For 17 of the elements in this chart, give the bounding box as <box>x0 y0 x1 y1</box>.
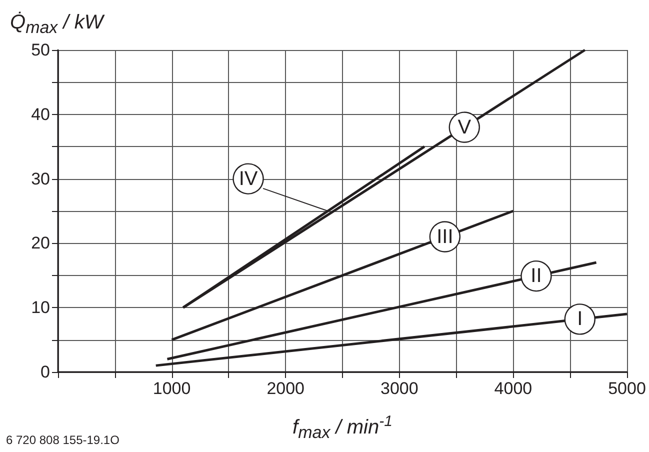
y-tick-label: 20 <box>31 234 50 253</box>
y-tick-label: 40 <box>31 104 50 124</box>
x-tick-label: 5000 <box>608 379 646 398</box>
y-tick-label: 10 <box>31 298 50 318</box>
y-tick-label: 0 <box>40 362 50 382</box>
text: 6 720 808 155-19.1O <box>6 433 120 447</box>
x-tick-label: 4000 <box>494 379 532 398</box>
y-tick-label: 50 <box>31 40 50 60</box>
y-tick-label: 30 <box>31 169 50 188</box>
series-label: V <box>458 116 472 138</box>
x-tick-label: 1000 <box>152 379 191 398</box>
series-label: II <box>530 265 542 288</box>
x-tick-label: 2000 <box>266 379 305 398</box>
series-label: I <box>577 308 583 330</box>
series-label: III <box>436 226 454 248</box>
x-tick-label: 3000 <box>380 379 418 398</box>
text: IV <box>238 168 258 190</box>
